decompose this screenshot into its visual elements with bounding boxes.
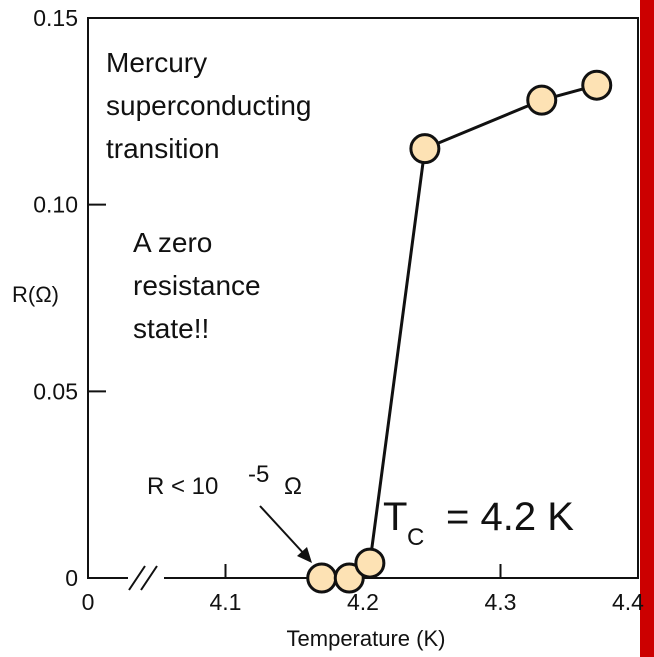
y-tick-label: 0.15	[33, 5, 78, 31]
zero-state-line-2: resistance	[133, 270, 261, 301]
caption-line-2: superconducting	[106, 90, 311, 121]
data-point-marker	[306, 562, 338, 594]
y-tick-label: 0	[65, 565, 78, 591]
series-markers	[306, 69, 613, 594]
tc-symbol: T	[383, 495, 407, 539]
r-limit-arrow	[259, 505, 307, 557]
x-axis-break	[128, 565, 164, 591]
side-bar	[640, 0, 654, 657]
x-tick-label: 4.4	[612, 589, 644, 615]
tc-value: = 4.2 K	[446, 495, 574, 539]
zero-state-line-3: state!!	[133, 313, 209, 344]
r-limit-unit: Ω	[284, 473, 302, 500]
y-tick-label: 0.05	[33, 378, 78, 404]
tc-subscript: C	[407, 524, 424, 551]
data-point-marker	[581, 69, 613, 101]
caption-line-1: Mercury	[106, 47, 207, 78]
x-axis-ticks: 0 4.1 4.2 4.3 4.4	[82, 564, 644, 615]
zero-state-line-1: A zero	[133, 227, 212, 258]
x-tick-label: 4.3	[485, 589, 517, 615]
x-tick-label: 4.1	[210, 589, 242, 615]
data-point-marker	[409, 133, 441, 165]
r-limit-prefix: R < 10	[147, 473, 218, 500]
r-limit-arrowhead	[297, 547, 312, 563]
x-tick-label: 0	[82, 589, 95, 615]
y-tick-label: 0.10	[33, 192, 78, 218]
y-axis-ticks: 0 0.05 0.10 0.15	[33, 5, 106, 591]
data-point-marker	[333, 562, 365, 594]
data-point-marker	[526, 84, 558, 116]
y-axis-title: R(Ω)	[12, 282, 59, 307]
x-axis-title: Temperature (K)	[287, 626, 446, 651]
data-point-marker	[354, 547, 386, 579]
x-tick-label: 4.2	[347, 589, 379, 615]
r-limit-exponent: -5	[248, 461, 269, 488]
caption-line-3: transition	[106, 133, 220, 164]
